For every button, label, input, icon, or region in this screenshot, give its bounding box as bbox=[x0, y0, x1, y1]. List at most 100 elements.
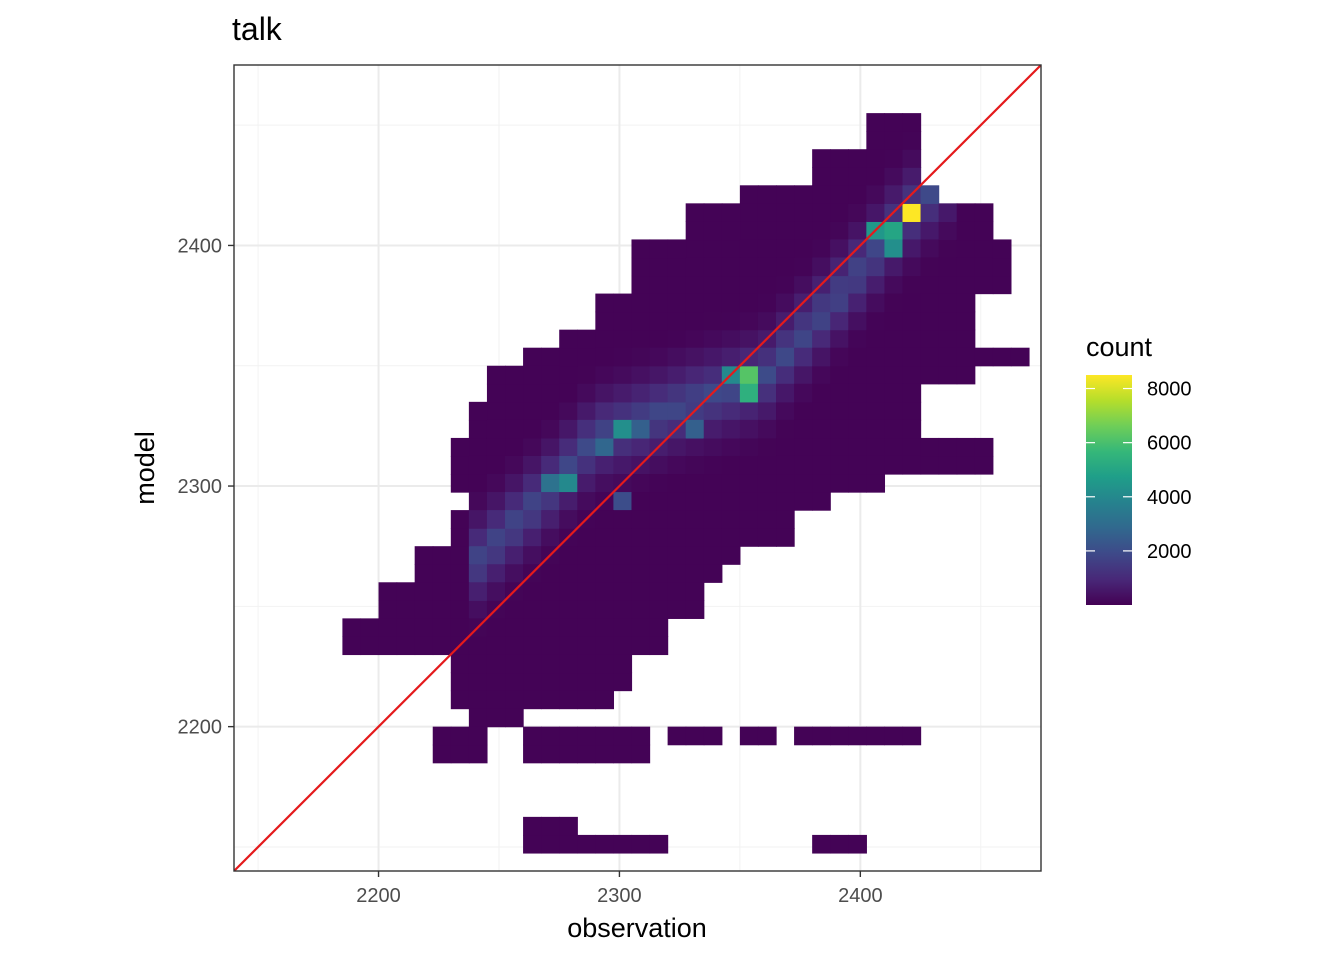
heatmap-cell bbox=[721, 474, 741, 493]
heatmap-cell bbox=[613, 329, 633, 349]
heatmap-cell bbox=[595, 329, 615, 349]
heatmap-cell bbox=[830, 293, 849, 313]
heatmap-cell bbox=[776, 419, 795, 439]
heatmap-cell bbox=[776, 203, 795, 222]
heatmap-cell bbox=[577, 383, 596, 403]
heatmap-cell bbox=[812, 834, 831, 854]
heatmap-cell bbox=[739, 383, 759, 403]
heatmap-cell bbox=[938, 203, 958, 222]
heatmap-cell bbox=[848, 437, 867, 457]
heatmap-cell bbox=[776, 365, 795, 385]
heatmap-cell bbox=[992, 275, 1012, 295]
heatmap-cell bbox=[920, 293, 940, 313]
heatmap-cell bbox=[450, 618, 470, 638]
heatmap-cell bbox=[848, 185, 867, 204]
heatmap-cell bbox=[450, 455, 470, 475]
heatmap-cell bbox=[812, 149, 831, 168]
heatmap-cell bbox=[631, 546, 651, 565]
heatmap-cell bbox=[884, 113, 904, 132]
heatmap-cell bbox=[559, 672, 578, 692]
heatmap-cell bbox=[703, 528, 723, 547]
heatmap-cell bbox=[667, 365, 687, 385]
heatmap-cell bbox=[667, 474, 687, 493]
heatmap-cell bbox=[342, 618, 362, 638]
heatmap-cell bbox=[902, 149, 922, 168]
heatmap-cell bbox=[450, 744, 470, 764]
heatmap-cell bbox=[721, 383, 741, 403]
heatmap-cell bbox=[523, 816, 542, 836]
heatmap-cell bbox=[505, 546, 524, 565]
heatmap-cell bbox=[757, 528, 777, 547]
heatmap-cell bbox=[450, 672, 470, 692]
heatmap-cell bbox=[631, 600, 651, 619]
heatmap-cell bbox=[559, 618, 578, 638]
heatmap-cell bbox=[577, 474, 596, 493]
heatmap-cell bbox=[938, 311, 958, 331]
heatmap-cell bbox=[505, 600, 524, 619]
heatmap-cell bbox=[378, 618, 398, 638]
heatmap-cell bbox=[938, 275, 958, 295]
heatmap-cell bbox=[613, 564, 633, 583]
heatmap-cell bbox=[794, 492, 813, 511]
heatmap-cell bbox=[884, 221, 904, 241]
heatmap-cell bbox=[523, 654, 542, 674]
heatmap-cell bbox=[938, 257, 958, 277]
heatmap-cell bbox=[866, 203, 886, 222]
heatmap-cell bbox=[450, 510, 470, 529]
heatmap-cell bbox=[884, 167, 904, 186]
heatmap-cell bbox=[902, 221, 922, 241]
x-axis-ticks: 2200 2300 2400 bbox=[356, 871, 883, 907]
heatmap-cell bbox=[541, 492, 560, 511]
heatmap-cell bbox=[902, 203, 922, 222]
heatmap-cell bbox=[757, 347, 777, 367]
heatmap-cell bbox=[902, 455, 922, 475]
heatmap-cell bbox=[595, 383, 615, 403]
heatmap-cell bbox=[613, 293, 633, 313]
heatmap-cell bbox=[486, 419, 506, 439]
heatmap-cell bbox=[830, 383, 849, 403]
heatmap-cell bbox=[739, 329, 759, 349]
heatmap-cell bbox=[523, 437, 542, 457]
heatmap-cell bbox=[649, 510, 669, 529]
heatmap-cell bbox=[541, 672, 560, 692]
heatmap-cell bbox=[486, 383, 506, 403]
heatmap-cell bbox=[468, 654, 488, 674]
heatmap-cell bbox=[703, 329, 723, 349]
legend-break-label: 2000 bbox=[1147, 541, 1192, 563]
heatmap-cell bbox=[577, 744, 596, 764]
heatmap-cell bbox=[739, 419, 759, 439]
heatmap-cell bbox=[902, 293, 922, 313]
heatmap-cell bbox=[523, 726, 542, 746]
heatmap-cell bbox=[848, 401, 867, 421]
heatmap-cell bbox=[468, 564, 488, 583]
heatmap-cell bbox=[938, 437, 958, 457]
heatmap-cell bbox=[721, 203, 741, 222]
heatmap-cell bbox=[685, 528, 705, 547]
heatmap-cell bbox=[649, 311, 669, 331]
heatmap-cell bbox=[559, 419, 578, 439]
heatmap-cell bbox=[776, 510, 795, 529]
heatmap-cell bbox=[776, 455, 795, 475]
heatmap-cell bbox=[396, 600, 416, 619]
heatmap-cell bbox=[414, 636, 434, 656]
heatmap-cell bbox=[523, 365, 542, 385]
heatmap-cell bbox=[812, 311, 831, 331]
heatmap-cell bbox=[523, 690, 542, 710]
heatmap-cell bbox=[938, 293, 958, 313]
heatmap-cell bbox=[613, 528, 633, 547]
heatmap-cell bbox=[559, 744, 578, 764]
heatmap-cell bbox=[703, 275, 723, 295]
heatmap-cell bbox=[631, 564, 651, 583]
heatmap-cell bbox=[848, 167, 867, 186]
heatmap-cell bbox=[577, 726, 596, 746]
heatmap-cell bbox=[848, 726, 867, 746]
heatmap-cell bbox=[848, 419, 867, 439]
heatmap-cell bbox=[432, 582, 452, 601]
heatmap-cell bbox=[721, 492, 741, 511]
heatmap-cell bbox=[703, 347, 723, 367]
heatmap-cell bbox=[884, 239, 904, 259]
heatmap-cell bbox=[595, 636, 615, 656]
heatmap-cell bbox=[541, 690, 560, 710]
heatmap-cell bbox=[776, 437, 795, 457]
heatmap-cell bbox=[956, 455, 976, 475]
